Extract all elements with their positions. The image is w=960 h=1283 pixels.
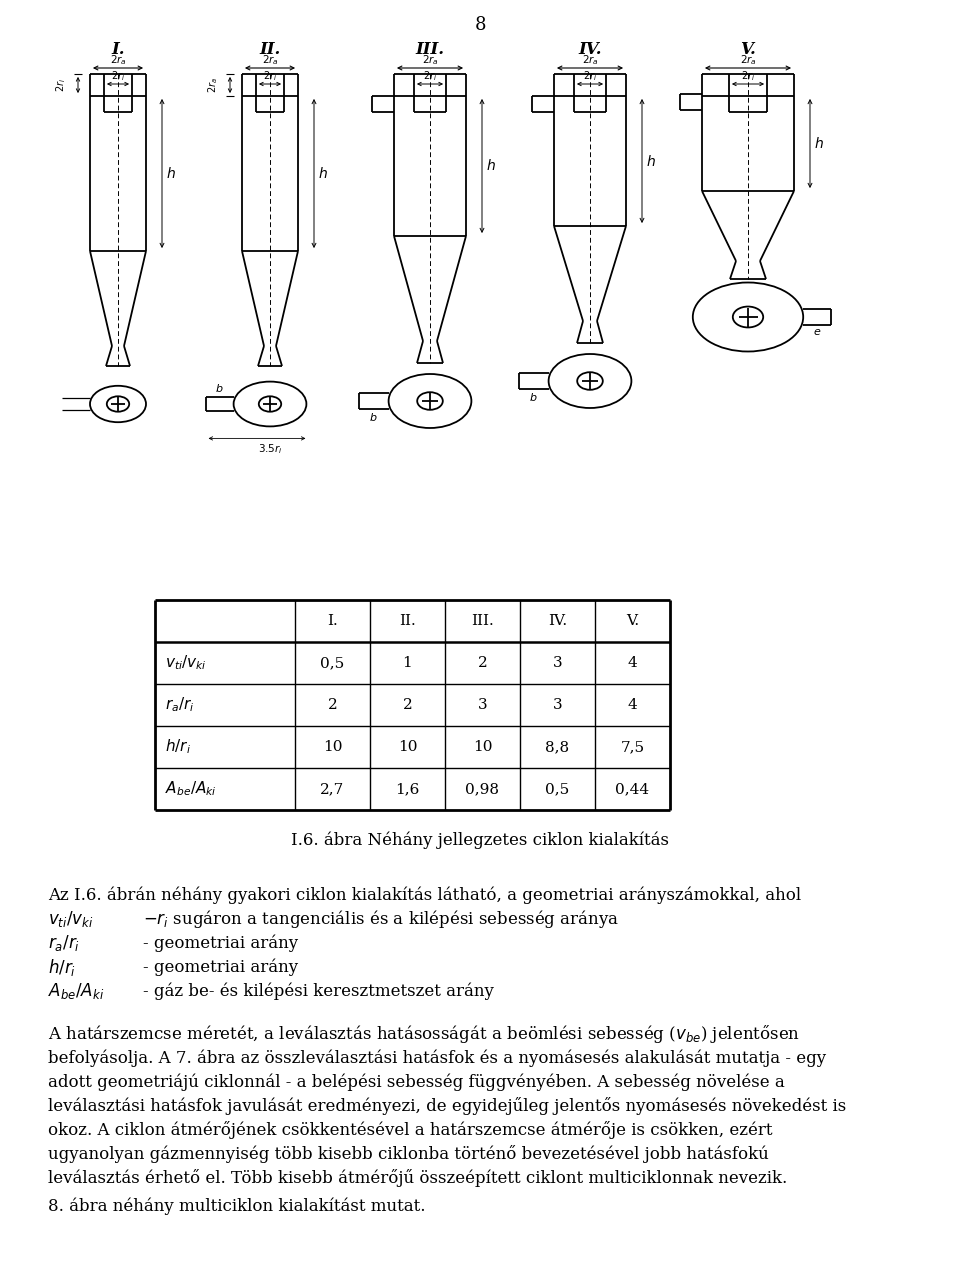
Text: $2r_i$: $2r_i$ [741, 69, 755, 83]
Text: 8: 8 [474, 15, 486, 35]
Text: leválasztási hatásfok javulását eredményezi, de egyidejűleg jelentős nyomásesés : leválasztási hatásfok javulását eredmény… [48, 1097, 847, 1115]
Text: I.: I. [327, 615, 338, 627]
Text: $A_{be}/A_{ki}$: $A_{be}/A_{ki}$ [165, 780, 217, 798]
Text: 2: 2 [402, 698, 413, 712]
Text: $- r_i$ sugáron a tangenciális és a kilépési sebesség aránya: $- r_i$ sugáron a tangenciális és a kilé… [143, 908, 619, 930]
Text: adott geometriájú ciklonnál - a belépési sebesség függvényében. A sebesség növel: adott geometriájú ciklonnál - a belépési… [48, 1074, 784, 1091]
Text: IV.: IV. [548, 615, 567, 627]
Text: II.: II. [259, 41, 280, 58]
Text: 10: 10 [323, 740, 343, 754]
Text: - geometriai arány: - geometriai arány [143, 934, 299, 952]
Text: $2r_a$: $2r_a$ [739, 53, 756, 67]
Text: 0,5: 0,5 [545, 783, 569, 795]
Text: 8. ábra néhány multiciklon kialakítást mutat.: 8. ábra néhány multiciklon kialakítást m… [48, 1197, 425, 1215]
Text: $2r_i$: $2r_i$ [111, 69, 125, 83]
Text: V.: V. [740, 41, 756, 58]
Text: $2r_i$: $2r_i$ [54, 78, 68, 92]
Text: $2r_a$: $2r_a$ [261, 53, 278, 67]
Text: 1: 1 [402, 656, 413, 670]
Text: 4: 4 [628, 656, 637, 670]
Text: ugyanolyan gázmennyiség több kisebb ciklonba történő bevezetésével jobb hatásfok: ugyanolyan gázmennyiség több kisebb cikl… [48, 1146, 769, 1164]
Text: I.6. ábra Néhány jellegzetes ciklon kialakítás: I.6. ábra Néhány jellegzetes ciklon kial… [291, 831, 669, 849]
Text: $h$: $h$ [646, 154, 656, 168]
Text: $b$: $b$ [370, 411, 378, 423]
Text: $h$: $h$ [814, 136, 824, 151]
Text: $h$: $h$ [486, 159, 496, 173]
Text: okoz. A ciklon átmérőjének csökkentésével a határszemcse átmérője is csökken, ez: okoz. A ciklon átmérőjének csökkentéséve… [48, 1121, 773, 1139]
Text: 4: 4 [628, 698, 637, 712]
Text: 8,8: 8,8 [545, 740, 569, 754]
Text: $2r_a$: $2r_a$ [109, 53, 127, 67]
Text: 3: 3 [478, 698, 488, 712]
Text: III.: III. [416, 41, 444, 58]
Text: II.: II. [399, 615, 416, 627]
Text: 7,5: 7,5 [620, 740, 644, 754]
Text: $h$: $h$ [166, 166, 176, 181]
Text: $h$: $h$ [318, 166, 328, 181]
Text: 0,5: 0,5 [321, 656, 345, 670]
Text: $A_{be}/A_{ki}$: $A_{be}/A_{ki}$ [48, 981, 105, 1001]
Text: $2r_i$: $2r_i$ [423, 69, 437, 83]
Text: $h/r_i$: $h/r_i$ [165, 738, 191, 757]
Text: 3: 3 [553, 698, 563, 712]
Text: $v_{ti}/v_{ki}$: $v_{ti}/v_{ki}$ [165, 653, 206, 672]
Text: $3.5r_i$: $3.5r_i$ [257, 443, 282, 457]
Text: Az I.6. ábrán néhány gyakori ciklon kialakítás látható, a geometriai arányszámok: Az I.6. ábrán néhány gyakori ciklon kial… [48, 887, 802, 903]
Text: 0,44: 0,44 [615, 783, 650, 795]
Text: $h / r_i$: $h / r_i$ [48, 957, 76, 978]
Text: $2r_i$: $2r_i$ [263, 69, 277, 83]
Text: $b$: $b$ [529, 391, 538, 403]
Text: 2,7: 2,7 [321, 783, 345, 795]
Text: 2: 2 [478, 656, 488, 670]
Text: IV.: IV. [578, 41, 602, 58]
Text: 2: 2 [327, 698, 337, 712]
Text: leválasztás érhető el. Több kisebb átmérőjű összeépített ciklont multiciklonnak : leválasztás érhető el. Több kisebb átmér… [48, 1169, 787, 1187]
Text: - gáz be- és kilépési keresztmetszet arány: - gáz be- és kilépési keresztmetszet ará… [143, 983, 493, 999]
Text: I.: I. [111, 41, 125, 58]
Text: $2r_a$: $2r_a$ [206, 77, 220, 92]
Text: $r_a/r_i$: $r_a/r_i$ [48, 933, 80, 953]
Text: $2r_i$: $2r_i$ [583, 69, 597, 83]
Text: III.: III. [471, 615, 493, 627]
Text: 10: 10 [472, 740, 492, 754]
Text: $b$: $b$ [215, 382, 224, 394]
Text: $v_{ti}/v_{ki}$: $v_{ti}/v_{ki}$ [48, 908, 93, 929]
Text: befolyásolja. A 7. ábra az összleválasztási hatásfok és a nyomásesés alakulását : befolyásolja. A 7. ábra az összleválaszt… [48, 1049, 827, 1067]
Text: 1,6: 1,6 [396, 783, 420, 795]
Text: 0,98: 0,98 [466, 783, 499, 795]
Text: V.: V. [626, 615, 639, 627]
Text: A határszemcse méretét, a leválasztás hatásosságát a beömlési sebesség ($v_{be}$: A határszemcse méretét, a leválasztás ha… [48, 1024, 800, 1046]
Text: 3: 3 [553, 656, 563, 670]
Text: $r_a/r_i$: $r_a/r_i$ [165, 695, 195, 715]
Text: $2r_a$: $2r_a$ [582, 53, 598, 67]
Text: $e$: $e$ [813, 327, 822, 337]
Text: 10: 10 [397, 740, 418, 754]
Text: - geometriai arány: - geometriai arány [143, 958, 299, 976]
Text: $2r_a$: $2r_a$ [421, 53, 439, 67]
